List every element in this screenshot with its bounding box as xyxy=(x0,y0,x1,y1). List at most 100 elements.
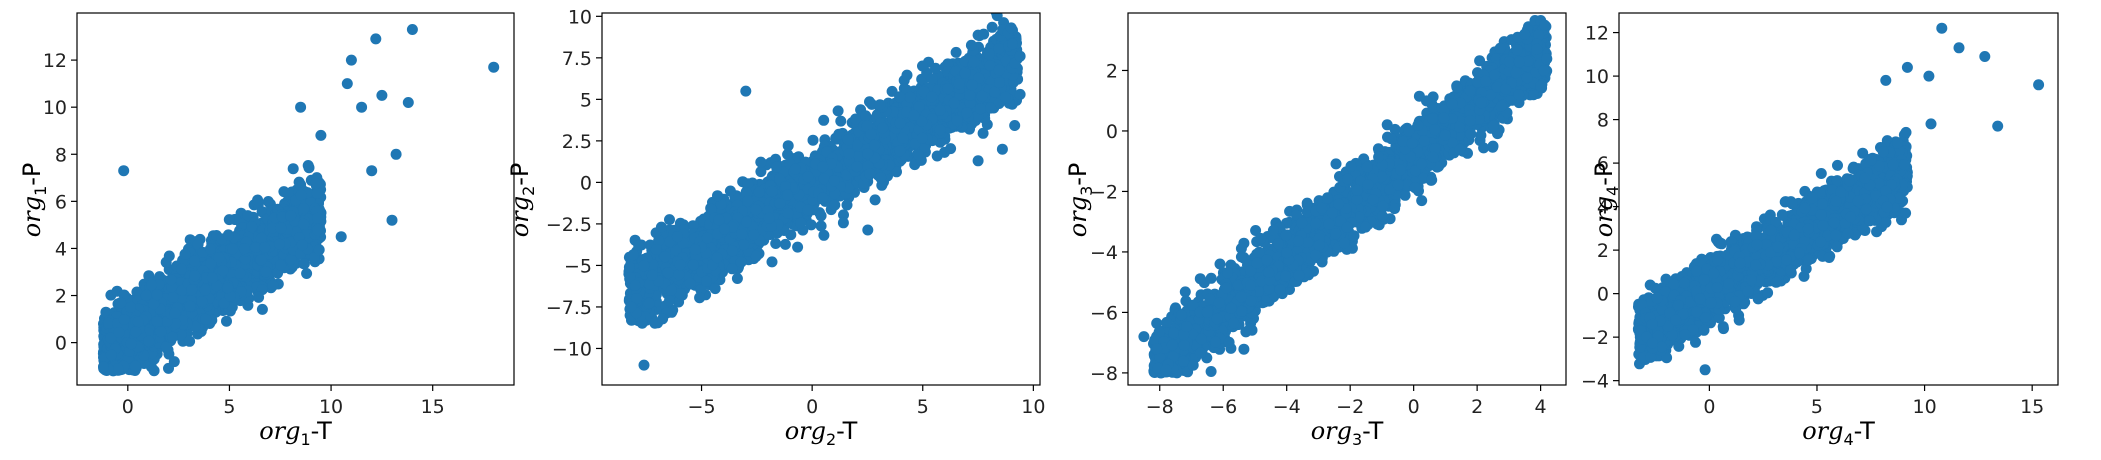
scatter-point xyxy=(253,291,265,303)
scatter-point xyxy=(313,244,325,256)
scatter-point xyxy=(837,217,849,229)
scatter-point xyxy=(807,134,819,146)
scatter-point xyxy=(782,140,794,152)
scatter-point xyxy=(664,295,675,307)
scatter-point xyxy=(217,265,229,277)
scatter-point xyxy=(196,296,208,308)
scatter-point xyxy=(278,186,290,198)
scatter-point xyxy=(285,210,297,222)
scatter-point-outlier xyxy=(366,165,378,177)
x-tick-label: 15 xyxy=(421,396,445,418)
scatter-point xyxy=(163,250,175,262)
scatter-point xyxy=(103,317,115,329)
scatter-point xyxy=(140,289,152,301)
scatter-point xyxy=(169,307,181,319)
scatter-point xyxy=(705,203,717,215)
scatter-point xyxy=(835,115,847,127)
scatter-point-outlier xyxy=(356,101,368,113)
scatter-point xyxy=(301,268,313,279)
scatter-point xyxy=(295,189,307,201)
scatter-points-1 xyxy=(97,24,500,377)
scatter-point xyxy=(869,194,881,206)
scatter-point xyxy=(267,280,279,291)
scatter-point xyxy=(165,274,177,286)
scatter-point xyxy=(931,150,943,162)
scatter-point xyxy=(766,256,778,268)
scatter-point xyxy=(860,110,872,122)
scatter-point xyxy=(184,300,196,312)
scatter-point xyxy=(213,252,225,264)
scatter-point-outlier xyxy=(315,129,327,141)
scatter-point xyxy=(293,176,305,188)
scatter-point xyxy=(945,143,957,155)
scatter-point xyxy=(644,278,655,290)
scatter-point xyxy=(838,209,849,221)
scatter-point xyxy=(673,296,685,308)
scatter-point xyxy=(738,239,750,251)
scatter-point xyxy=(239,253,251,265)
scatter-point xyxy=(234,267,246,279)
scatter-point xyxy=(125,301,136,313)
scatter-point xyxy=(222,282,234,294)
scatter-point xyxy=(750,250,762,262)
scatter-point xyxy=(623,261,635,273)
scatter-point xyxy=(168,356,180,368)
scatter-point-outlier xyxy=(335,231,347,243)
x-tick-label: 5 xyxy=(223,396,235,418)
scatter-point xyxy=(242,210,254,222)
scatter-point-outlier xyxy=(295,101,307,113)
scatter-point xyxy=(631,292,643,304)
scatter-point xyxy=(115,297,127,309)
scatter-point xyxy=(246,221,258,233)
scatter-point xyxy=(993,43,1005,55)
scatter-point xyxy=(965,39,977,51)
chart-svg-2: −5 0 5 10−10−7.5−5−2.502.557.510 xyxy=(546,6,1046,418)
scatter-point xyxy=(260,266,272,278)
scatter-point xyxy=(226,301,238,313)
scatter-point xyxy=(148,365,160,377)
scatter-point xyxy=(633,239,645,251)
scatter-point xyxy=(113,327,125,338)
scatter-point xyxy=(864,96,875,108)
plot-frame-1 xyxy=(76,12,515,386)
scatter-point xyxy=(934,124,946,136)
scatter-point-outlier xyxy=(390,148,402,160)
scatter-point-outlier xyxy=(406,24,418,35)
scatter-point xyxy=(151,289,163,301)
scatter-point xyxy=(130,326,142,338)
x-tick-label: 0 xyxy=(122,396,134,418)
scatter-point xyxy=(146,279,158,291)
scatter-point xyxy=(148,298,160,310)
x-axis-label-1: org1-T xyxy=(259,417,332,449)
scatter-point xyxy=(189,255,200,267)
scatter-point xyxy=(224,290,236,302)
scatter-point xyxy=(204,243,216,255)
y-tick-label: 12 xyxy=(43,50,67,72)
y-tick-label: 4 xyxy=(55,238,67,260)
scatter-point xyxy=(755,166,767,178)
scatter-point xyxy=(942,58,954,70)
scatter-point xyxy=(904,91,916,103)
y-tick-label: 10 xyxy=(43,97,67,119)
scatter-point xyxy=(709,283,721,295)
scatter-point xyxy=(277,211,288,223)
scatter-point xyxy=(175,329,187,341)
scatter-point xyxy=(143,335,155,347)
scatter-point xyxy=(627,249,639,261)
scatter-point xyxy=(105,349,117,361)
scatter-point xyxy=(184,335,196,347)
scatter-point xyxy=(298,258,310,270)
x-tick-label: 10 xyxy=(319,396,343,418)
scatter-point xyxy=(991,13,1003,22)
scatter-point xyxy=(218,297,230,309)
scatter-point xyxy=(285,254,297,266)
scatter-point xyxy=(155,326,167,338)
scatter-point xyxy=(766,185,778,197)
scatter-point xyxy=(255,232,267,244)
scatter-point xyxy=(795,217,807,229)
scatter-point xyxy=(818,229,830,241)
scatter-point-outlier xyxy=(118,165,130,177)
scatter-point xyxy=(186,284,198,296)
scatter-point xyxy=(643,297,655,309)
